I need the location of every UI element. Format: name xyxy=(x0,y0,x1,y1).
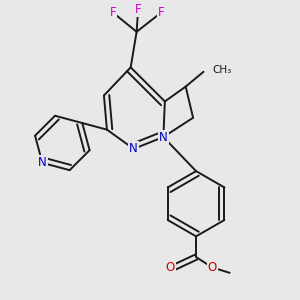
Text: N: N xyxy=(38,156,47,170)
Text: F: F xyxy=(110,6,116,19)
Text: N: N xyxy=(129,142,138,155)
Text: F: F xyxy=(158,6,165,19)
Text: F: F xyxy=(135,3,141,16)
Text: N: N xyxy=(159,130,168,143)
Text: O: O xyxy=(166,261,175,274)
Text: CH₃: CH₃ xyxy=(212,65,232,75)
Text: O: O xyxy=(208,261,217,274)
